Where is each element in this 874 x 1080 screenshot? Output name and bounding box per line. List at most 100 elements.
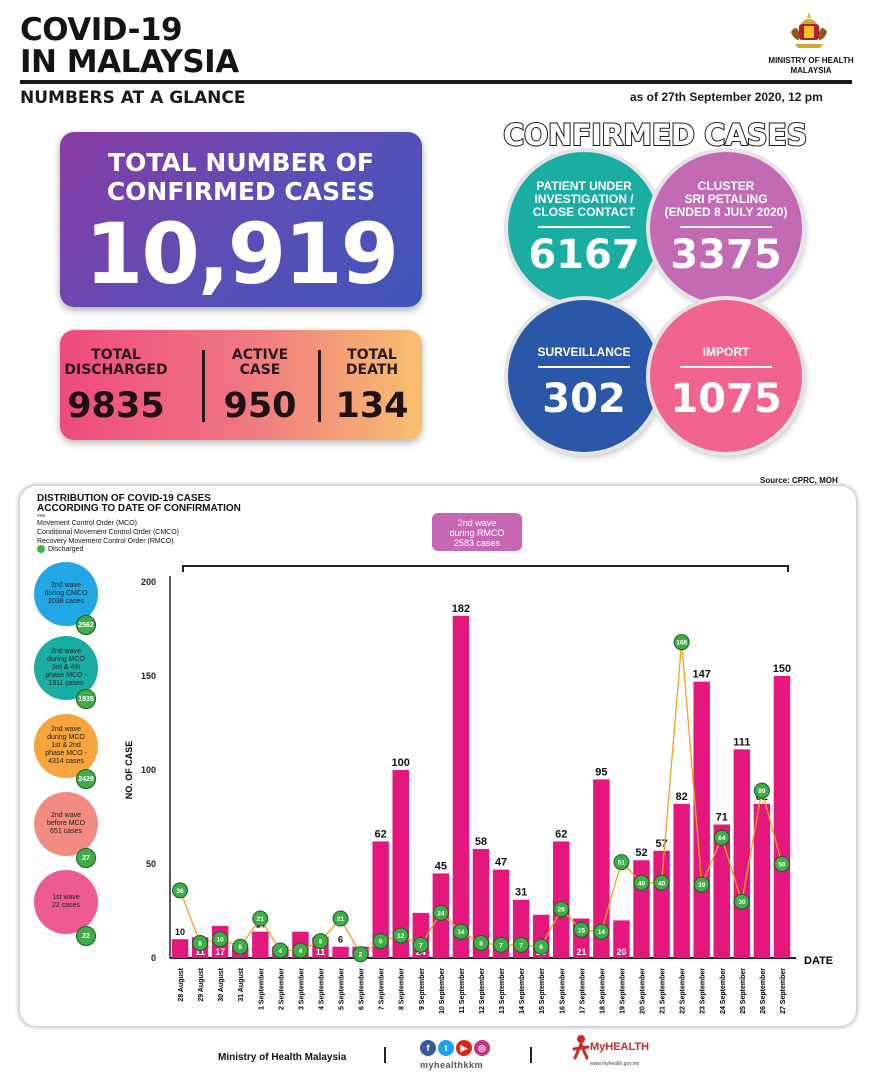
discharged-value-label: 14: [598, 929, 606, 936]
bubble-label: SURVEILLANCE: [537, 345, 631, 359]
bar-value-label: 10: [175, 927, 185, 937]
discharged-point: [312, 933, 329, 950]
bar-value-label: 20: [616, 947, 626, 957]
wave-badge: 1935: [76, 689, 96, 709]
discharged-value-label: 6: [238, 944, 242, 951]
wave-badge: 22: [76, 926, 96, 946]
discharged-point: [493, 936, 510, 953]
bubble-import: IMPORT 1075: [650, 300, 802, 452]
discharged-value-label: 39: [698, 882, 706, 889]
wave-badge: 27: [76, 848, 96, 868]
discharged-value-label: 7: [499, 942, 503, 949]
discharged-point: [613, 854, 630, 871]
wave-label: 2nd wave before MCO 651 cases: [46, 812, 86, 835]
source-note: Source: CPRC, MOH: [760, 476, 838, 485]
header-rule: [20, 80, 852, 84]
facebook-icon[interactable]: f: [420, 1040, 436, 1056]
x-tick-label: 11 September: [459, 968, 466, 1014]
discharged-value-label: 26: [558, 907, 566, 914]
wave-label: 1st wave 22 cases: [51, 894, 81, 909]
y-tick-label: 0: [151, 953, 156, 963]
x-tick-label: 26 September: [760, 968, 767, 1014]
bubble-value: 6167: [528, 232, 640, 278]
discharged-value-label: 21: [257, 916, 265, 923]
discharged-value-label: 4: [299, 948, 303, 955]
x-tick-label: 22 September: [680, 968, 687, 1014]
wave-badge: 2429: [76, 769, 96, 789]
bar: [773, 676, 791, 958]
youtube-icon[interactable]: ▶: [456, 1040, 472, 1056]
x-tick-label: 31 August: [238, 967, 245, 1001]
bubble-value: 302: [542, 376, 626, 422]
stat-death-label: TOTAL DEATH: [345, 347, 399, 378]
ministry-name: MINISTRY OF HEALTH MALAYSIA: [768, 56, 854, 75]
discharged-value-label: 10: [217, 937, 225, 944]
bar-value-label: 11: [195, 947, 205, 957]
x-tick-label: 19 September: [619, 968, 626, 1014]
bar-value-label: 100: [392, 757, 410, 769]
social-handle: myhealthkkm: [420, 1060, 484, 1070]
bar-value-label: 62: [555, 828, 567, 840]
discharged-value-label: 21: [337, 916, 345, 923]
myhealth-logo: MyHEALTH: [590, 1041, 650, 1053]
footer-divider: [384, 1047, 386, 1063]
bar-value-label: 57: [655, 838, 667, 850]
instagram-icon[interactable]: ◎: [474, 1040, 490, 1056]
discharged-value-label: 30: [738, 899, 746, 906]
total-confirmed-value: 10,919: [84, 205, 399, 303]
x-tick-label: 24 September: [720, 968, 727, 1014]
discharged-point: [372, 933, 389, 950]
discharged-point: [432, 904, 449, 921]
y-tick-label: 100: [141, 765, 156, 775]
discharged-point: [533, 938, 550, 955]
discharged-value-label: 40: [638, 880, 646, 887]
discharged-point: [693, 876, 710, 893]
discharged-value-label: 64: [718, 835, 726, 842]
malaysia-crest-icon: [791, 12, 827, 48]
x-axis-label: DATE: [804, 955, 833, 967]
discharged-dot-icon: [37, 545, 45, 553]
discharged-point: [713, 829, 730, 846]
bar: [713, 824, 731, 958]
wave-badge: 2562: [76, 615, 96, 635]
discharged-point: [232, 938, 249, 955]
stat-active-label: ACTIVE CASE: [231, 347, 289, 378]
discharged-point: [753, 782, 770, 799]
bubble-surveillance: SURVEILLANCE 302: [508, 300, 660, 452]
discharged-point: [412, 936, 429, 953]
bar-value-label: 62: [375, 828, 387, 840]
total-confirmed-card: TOTAL NUMBER OF CONFIRMED CASES 10,919: [60, 132, 422, 307]
discharged-point: [553, 901, 570, 918]
discharged-point: [292, 942, 309, 959]
twitter-icon[interactable]: t: [438, 1040, 454, 1056]
x-tick-label: 30 August: [218, 967, 225, 1001]
legend-mco: Movement Control Order (MCO): [37, 520, 137, 527]
discharged-point: [673, 634, 690, 651]
discharged-value-label: 8: [479, 940, 483, 947]
page-title-line1: COVID-19: [20, 12, 183, 48]
discharged-value-label: 8: [198, 940, 202, 947]
discharged-point: [513, 936, 530, 953]
bar-value-label: 17: [215, 947, 225, 957]
bar: [733, 749, 751, 958]
bar-value-label: 52: [635, 847, 647, 859]
discharged-value-label: 40: [658, 880, 666, 887]
bar: [252, 931, 269, 958]
discharged-point: [192, 934, 209, 951]
x-tick-label: 18 September: [599, 968, 606, 1014]
discharged-point: [733, 893, 750, 910]
x-tick-label: 9 September: [419, 968, 426, 1010]
rmco-wave-box: 2nd wave during RMCO 2583 cases: [432, 513, 522, 551]
x-tick-label: 4 September: [318, 968, 325, 1010]
bubble-label: IMPORT: [702, 345, 750, 359]
stat-active-value: 950: [223, 386, 297, 426]
bubble-rule: [538, 226, 630, 228]
bubble-value: 3375: [670, 232, 782, 278]
bar-value-label: 95: [595, 766, 607, 778]
discharged-point: [593, 923, 610, 940]
bubble-rule: [538, 366, 630, 368]
y-tick-label: 200: [141, 577, 156, 587]
bar-value-label: 21: [576, 947, 586, 957]
bar-value-label: 45: [435, 860, 447, 872]
